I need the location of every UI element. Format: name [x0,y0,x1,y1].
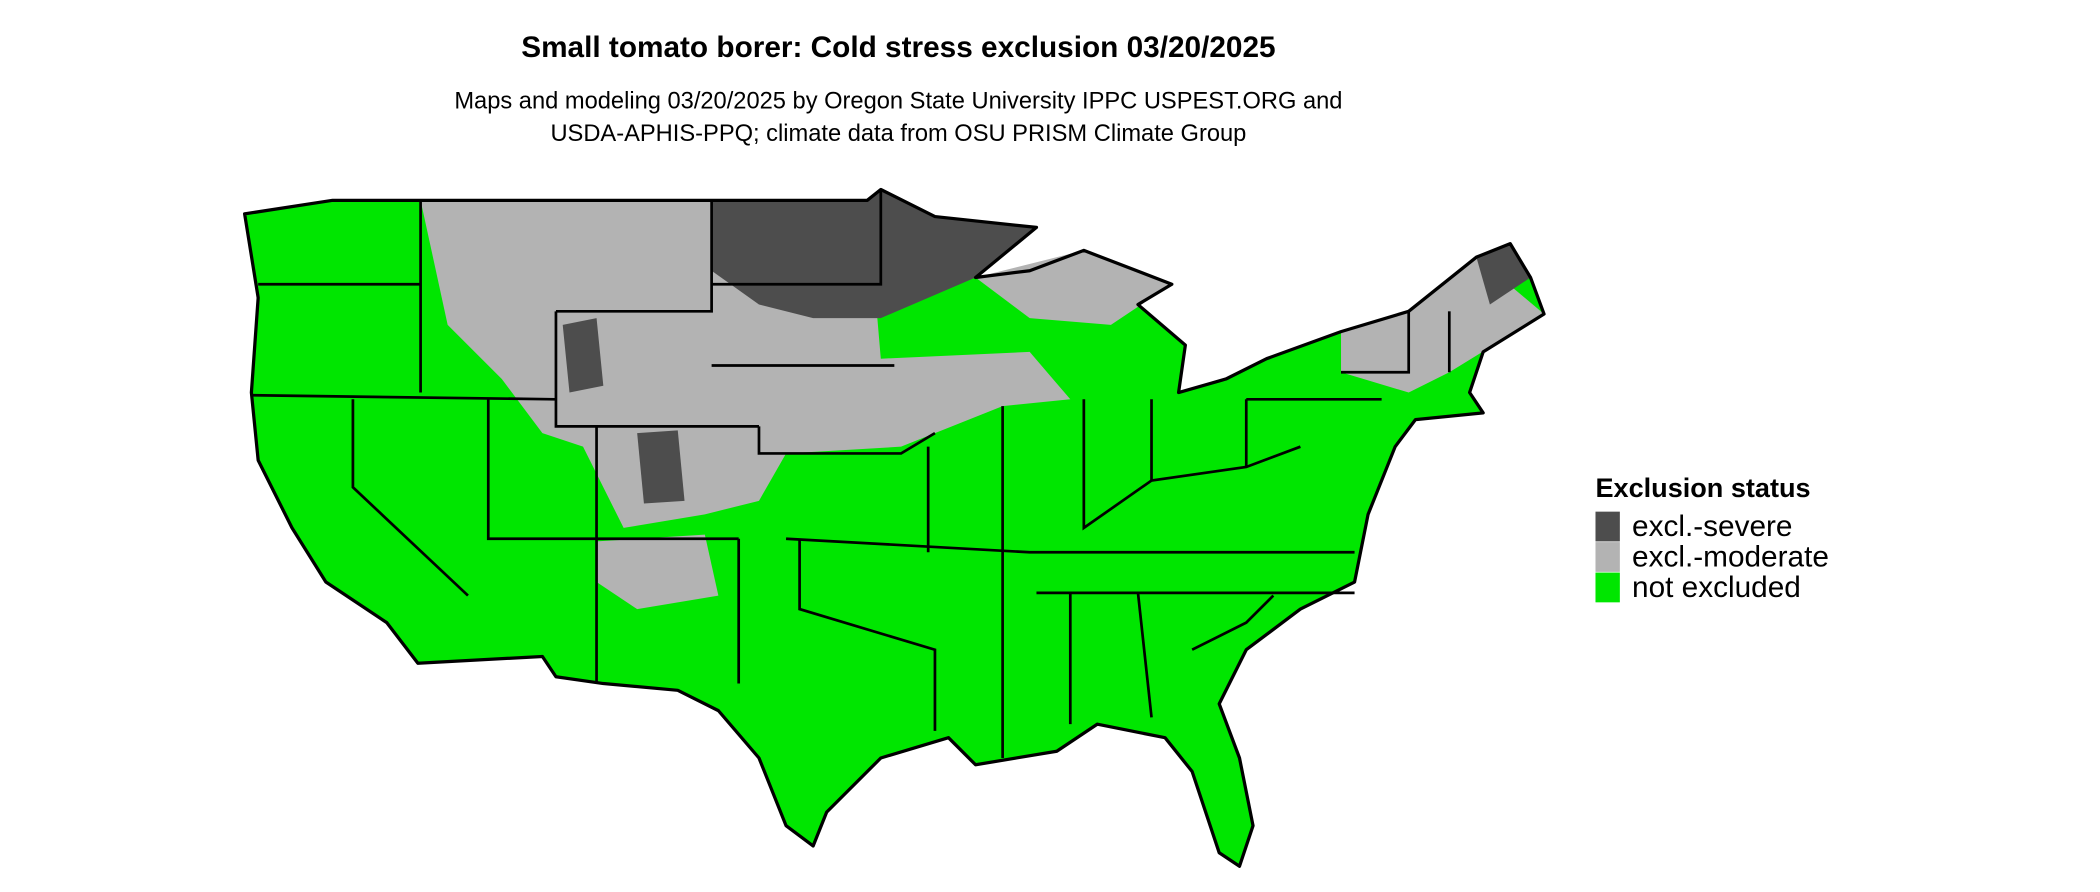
map-subtitle: Maps and modeling 03/20/2025 by Oregon S… [454,88,1342,114]
region-excl-moderate [975,250,1172,325]
legend-label: excl.-severe [1632,510,1792,543]
region-excl-moderate [596,534,719,610]
state-borders [251,189,1451,758]
legend-label: excl.-moderate [1632,540,1829,573]
region-excl-severe [711,189,1037,319]
legend-title: Exclusion status [1595,472,1810,503]
map-title: Small tomato borer: Cold stress exclusio… [521,31,1275,64]
region-excl-severe [1476,243,1531,305]
map-subtitle: USDA-APHIS-PPQ; climate data from OSU PR… [550,121,1246,147]
legend: Exclusion status excl.-severeexcl.-moder… [1595,472,1829,604]
region-excl-severe [562,318,604,393]
map [243,187,1546,868]
legend-label: not excluded [1632,571,1801,604]
legend-swatch [1595,542,1620,572]
legend-swatch [1595,572,1620,603]
legend-swatch [1595,511,1620,542]
region-excl-severe [637,430,685,504]
country-border [243,187,1546,868]
